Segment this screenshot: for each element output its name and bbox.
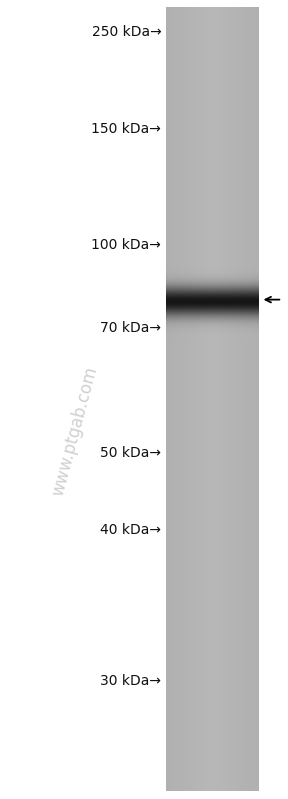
Text: 150 kDa→: 150 kDa→	[91, 122, 161, 137]
Text: 50 kDa→: 50 kDa→	[100, 446, 161, 460]
Text: 70 kDa→: 70 kDa→	[100, 320, 161, 335]
Text: 250 kDa→: 250 kDa→	[92, 25, 161, 39]
Text: 30 kDa→: 30 kDa→	[100, 674, 161, 688]
Text: www.ptgab.com: www.ptgab.com	[49, 364, 101, 499]
Text: 40 kDa→: 40 kDa→	[100, 523, 161, 537]
Text: 100 kDa→: 100 kDa→	[91, 238, 161, 252]
